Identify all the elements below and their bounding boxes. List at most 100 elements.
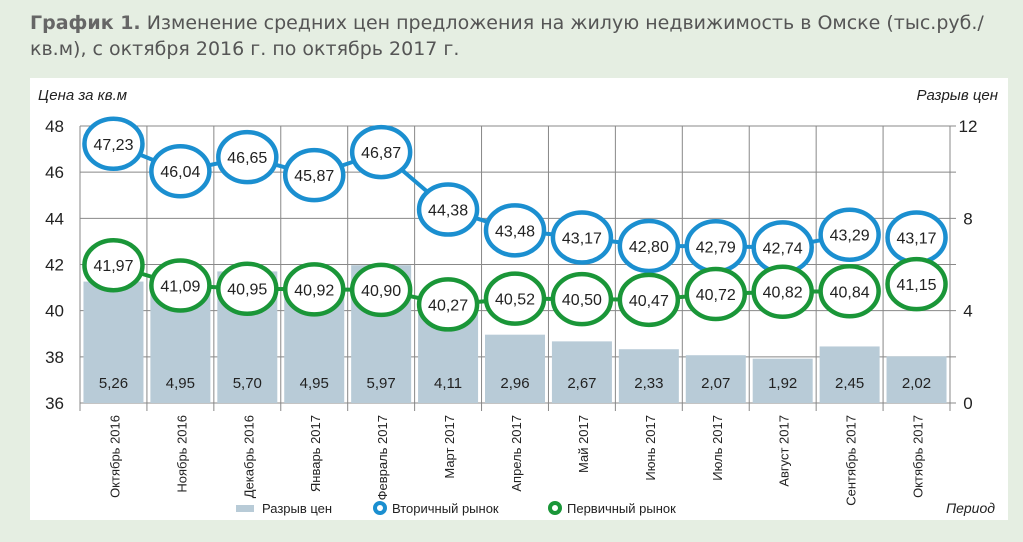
bar [485,334,545,403]
chart-title-text: Изменение средних цен предложения на жил… [30,12,984,60]
primary-point-label: 40,84 [830,284,870,301]
bar-label: 2,96 [500,375,529,392]
primary-point-label: 40,95 [227,282,267,299]
secondary-point-label: 44,38 [428,203,468,220]
x-tick-label: Июнь 2017 [643,415,658,481]
x-tick-label: Июль 2017 [710,415,725,481]
bar-label: 4,11 [434,375,462,392]
chart-title-number: График 1. [30,12,141,34]
bar-label: 2,33 [634,375,663,392]
primary-point [818,264,881,319]
bar [819,346,880,403]
x-tick-label: Февраль 2017 [375,415,390,500]
bar [551,341,612,403]
primary-point-label: 41,09 [160,279,200,296]
primary-point [483,271,547,326]
secondary-point-label: 43,48 [495,223,535,240]
secondary-point-label: 42,80 [629,239,669,256]
y-tick-left: 40 [45,302,64,321]
primary-point [617,272,681,328]
primary-point [216,261,279,316]
y-axis-label-left: Цена за кв.м [38,87,127,104]
secondary-point-label: 42,74 [763,240,803,257]
bar [83,281,144,403]
secondary-point [416,182,480,237]
primary-point-label: 40,92 [294,282,334,299]
bar-label: 2,67 [567,375,596,392]
bar [618,349,679,403]
y-tick-right: 4 [963,302,972,321]
y-axis-label-right: Разрыв цен [916,87,998,104]
primary-point-label: 40,90 [361,283,401,300]
secondary-point-label: 45,87 [294,168,334,185]
bar [886,356,947,403]
legend-marker-icon [548,501,562,515]
legend-swatch-bar [236,505,254,512]
x-tick-label: Май 2017 [576,415,591,473]
primary-point [349,262,413,318]
primary-point [885,256,948,312]
x-tick-label: Декабрь 2016 [241,415,256,498]
x-axis-label: Период [946,500,995,516]
bar-label: 4,95 [300,375,329,392]
bar-label: 2,07 [701,375,730,392]
primary-point [282,262,346,317]
secondary-point [82,116,145,172]
bar-label: 2,02 [902,375,931,392]
y-tick-left: 44 [45,209,64,228]
chart-title: График 1. Изменение средних цен предложе… [30,10,1010,62]
bar-label: 4,95 [166,375,195,392]
y-tick-left: 46 [45,163,64,182]
primary-point [684,266,748,322]
secondary-point-label: 42,79 [696,239,736,256]
y-tick-left: 42 [45,256,64,275]
secondary-point-label: 43,17 [897,230,937,247]
x-tick-label: Октябрь 2016 [107,415,122,498]
bar-label: 5,26 [99,375,128,392]
x-tick-label: Сентябрь 2017 [844,415,859,506]
x-tick-label: Март 2017 [442,415,457,479]
x-tick-label: Январь 2017 [308,415,323,492]
bar-label: 2,45 [835,375,864,392]
primary-point-label: 40,72 [696,287,736,304]
legend-label: Вторичный рынок [392,501,499,516]
secondary-point-label: 46,04 [160,164,200,181]
primary-point-label: 40,52 [495,292,535,309]
bar [752,358,813,403]
secondary-point [216,129,279,185]
secondary-point [483,203,547,258]
primary-point-label: 40,82 [763,285,803,302]
secondary-point [818,207,881,262]
y-tick-left: 48 [45,117,64,136]
y-tick-left: 36 [45,394,64,413]
y-tick-right: 0 [963,394,972,413]
bar-label: 5,70 [233,375,262,392]
primary-point-label: 40,47 [629,293,669,310]
primary-point [82,237,145,293]
secondary-point [550,210,614,265]
x-tick-label: Август 2017 [777,415,792,487]
secondary-point [349,124,413,180]
y-tick-left: 38 [45,348,64,367]
bar [685,355,746,403]
primary-point [550,271,614,327]
primary-point [751,264,814,319]
secondary-point [617,218,681,274]
bar-label: 1,92 [768,375,797,392]
y-tick-right: 8 [963,209,972,228]
secondary-point [282,147,346,203]
legend-label: Первичный рынок [567,501,676,516]
primary-point-label: 40,50 [562,292,602,309]
primary-point [149,258,212,313]
primary-point [416,277,480,332]
secondary-point-label: 46,87 [361,145,401,162]
secondary-point-label: 43,17 [562,230,602,247]
secondary-point-label: 46,65 [227,150,267,167]
primary-point-label: 40,27 [428,297,468,314]
x-tick-label: Апрель 2017 [509,415,524,492]
secondary-point-label: 43,29 [830,228,870,245]
y-tick-right: 12 [959,117,978,136]
bar-label: 5,97 [367,375,396,392]
primary-point-label: 41,15 [897,277,937,294]
